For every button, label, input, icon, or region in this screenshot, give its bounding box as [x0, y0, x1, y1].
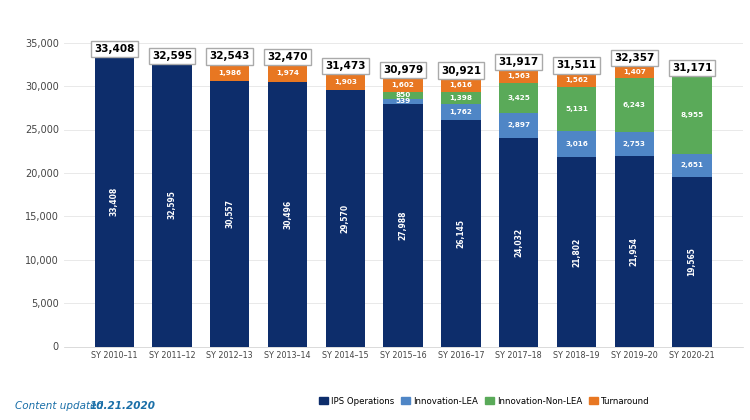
- Bar: [441, 104, 481, 120]
- Bar: [614, 156, 654, 346]
- Text: 29,570: 29,570: [340, 204, 350, 233]
- Text: 1,398: 1,398: [449, 95, 472, 101]
- Bar: [268, 65, 308, 82]
- Text: 33,408: 33,408: [110, 187, 118, 216]
- Text: 8,955: 8,955: [680, 112, 703, 118]
- Bar: [326, 90, 365, 346]
- Text: 26,145: 26,145: [457, 218, 466, 247]
- Text: 32,543: 32,543: [209, 51, 250, 61]
- Bar: [672, 154, 712, 177]
- Bar: [672, 177, 712, 346]
- Text: 1,762: 1,762: [449, 109, 472, 115]
- Bar: [268, 82, 308, 346]
- Text: 1,602: 1,602: [392, 81, 415, 87]
- Bar: [441, 92, 481, 104]
- Bar: [383, 104, 423, 346]
- Text: 31,171: 31,171: [672, 63, 712, 73]
- Text: 2,651: 2,651: [680, 162, 703, 168]
- Text: 6,243: 6,243: [622, 102, 646, 108]
- Bar: [499, 69, 538, 83]
- Text: 1,986: 1,986: [218, 70, 242, 76]
- Bar: [614, 78, 654, 132]
- Text: 850: 850: [395, 92, 411, 98]
- Bar: [441, 78, 481, 92]
- Bar: [383, 78, 423, 92]
- Text: 31,473: 31,473: [325, 61, 365, 71]
- Bar: [94, 57, 134, 346]
- Text: 33,408: 33,408: [94, 44, 134, 54]
- Text: 1,407: 1,407: [622, 69, 646, 75]
- Text: 30,557: 30,557: [225, 200, 234, 228]
- Text: 32,595: 32,595: [167, 191, 176, 220]
- Bar: [499, 113, 538, 138]
- Text: 1,563: 1,563: [507, 73, 530, 79]
- Text: 31,511: 31,511: [556, 60, 596, 71]
- Text: 1,616: 1,616: [449, 82, 472, 88]
- Text: Content updated: Content updated: [15, 401, 106, 411]
- Text: 21,802: 21,802: [572, 237, 581, 267]
- Text: 32,595: 32,595: [152, 51, 192, 61]
- Bar: [210, 64, 250, 81]
- Bar: [614, 132, 654, 156]
- Text: 31,917: 31,917: [499, 57, 538, 67]
- Bar: [499, 138, 538, 346]
- Bar: [556, 131, 596, 157]
- Text: 27,988: 27,988: [399, 210, 408, 240]
- Text: 30,921: 30,921: [441, 66, 481, 76]
- Bar: [383, 92, 423, 99]
- Text: 2,897: 2,897: [507, 122, 530, 129]
- Text: 539: 539: [395, 98, 411, 104]
- Text: 2,753: 2,753: [622, 141, 646, 147]
- Text: 10.21.2020: 10.21.2020: [89, 401, 155, 411]
- Bar: [326, 74, 365, 90]
- Bar: [210, 81, 250, 346]
- Text: 5,131: 5,131: [565, 106, 588, 112]
- Text: 32,470: 32,470: [267, 52, 308, 62]
- Text: 3,016: 3,016: [565, 141, 588, 147]
- Bar: [383, 99, 423, 104]
- Bar: [556, 73, 596, 87]
- Bar: [556, 157, 596, 346]
- Bar: [672, 76, 712, 154]
- Text: 1,974: 1,974: [276, 70, 299, 76]
- Text: 3,425: 3,425: [507, 95, 530, 101]
- Bar: [152, 63, 192, 346]
- Legend: IPS Operations, Innovation-LEA, Innovation-Non-LEA, Turnaround: IPS Operations, Innovation-LEA, Innovati…: [320, 396, 650, 406]
- Text: 32,357: 32,357: [614, 53, 655, 63]
- Text: 1,903: 1,903: [334, 79, 357, 84]
- Bar: [614, 66, 654, 78]
- Text: 21,954: 21,954: [630, 237, 639, 266]
- Text: 24,032: 24,032: [514, 228, 523, 257]
- Bar: [499, 83, 538, 113]
- Bar: [441, 120, 481, 346]
- Text: 1,562: 1,562: [565, 77, 588, 83]
- Bar: [556, 87, 596, 131]
- Text: 19,565: 19,565: [688, 247, 697, 276]
- Text: 30,496: 30,496: [283, 200, 292, 229]
- Text: 30,979: 30,979: [383, 65, 423, 75]
